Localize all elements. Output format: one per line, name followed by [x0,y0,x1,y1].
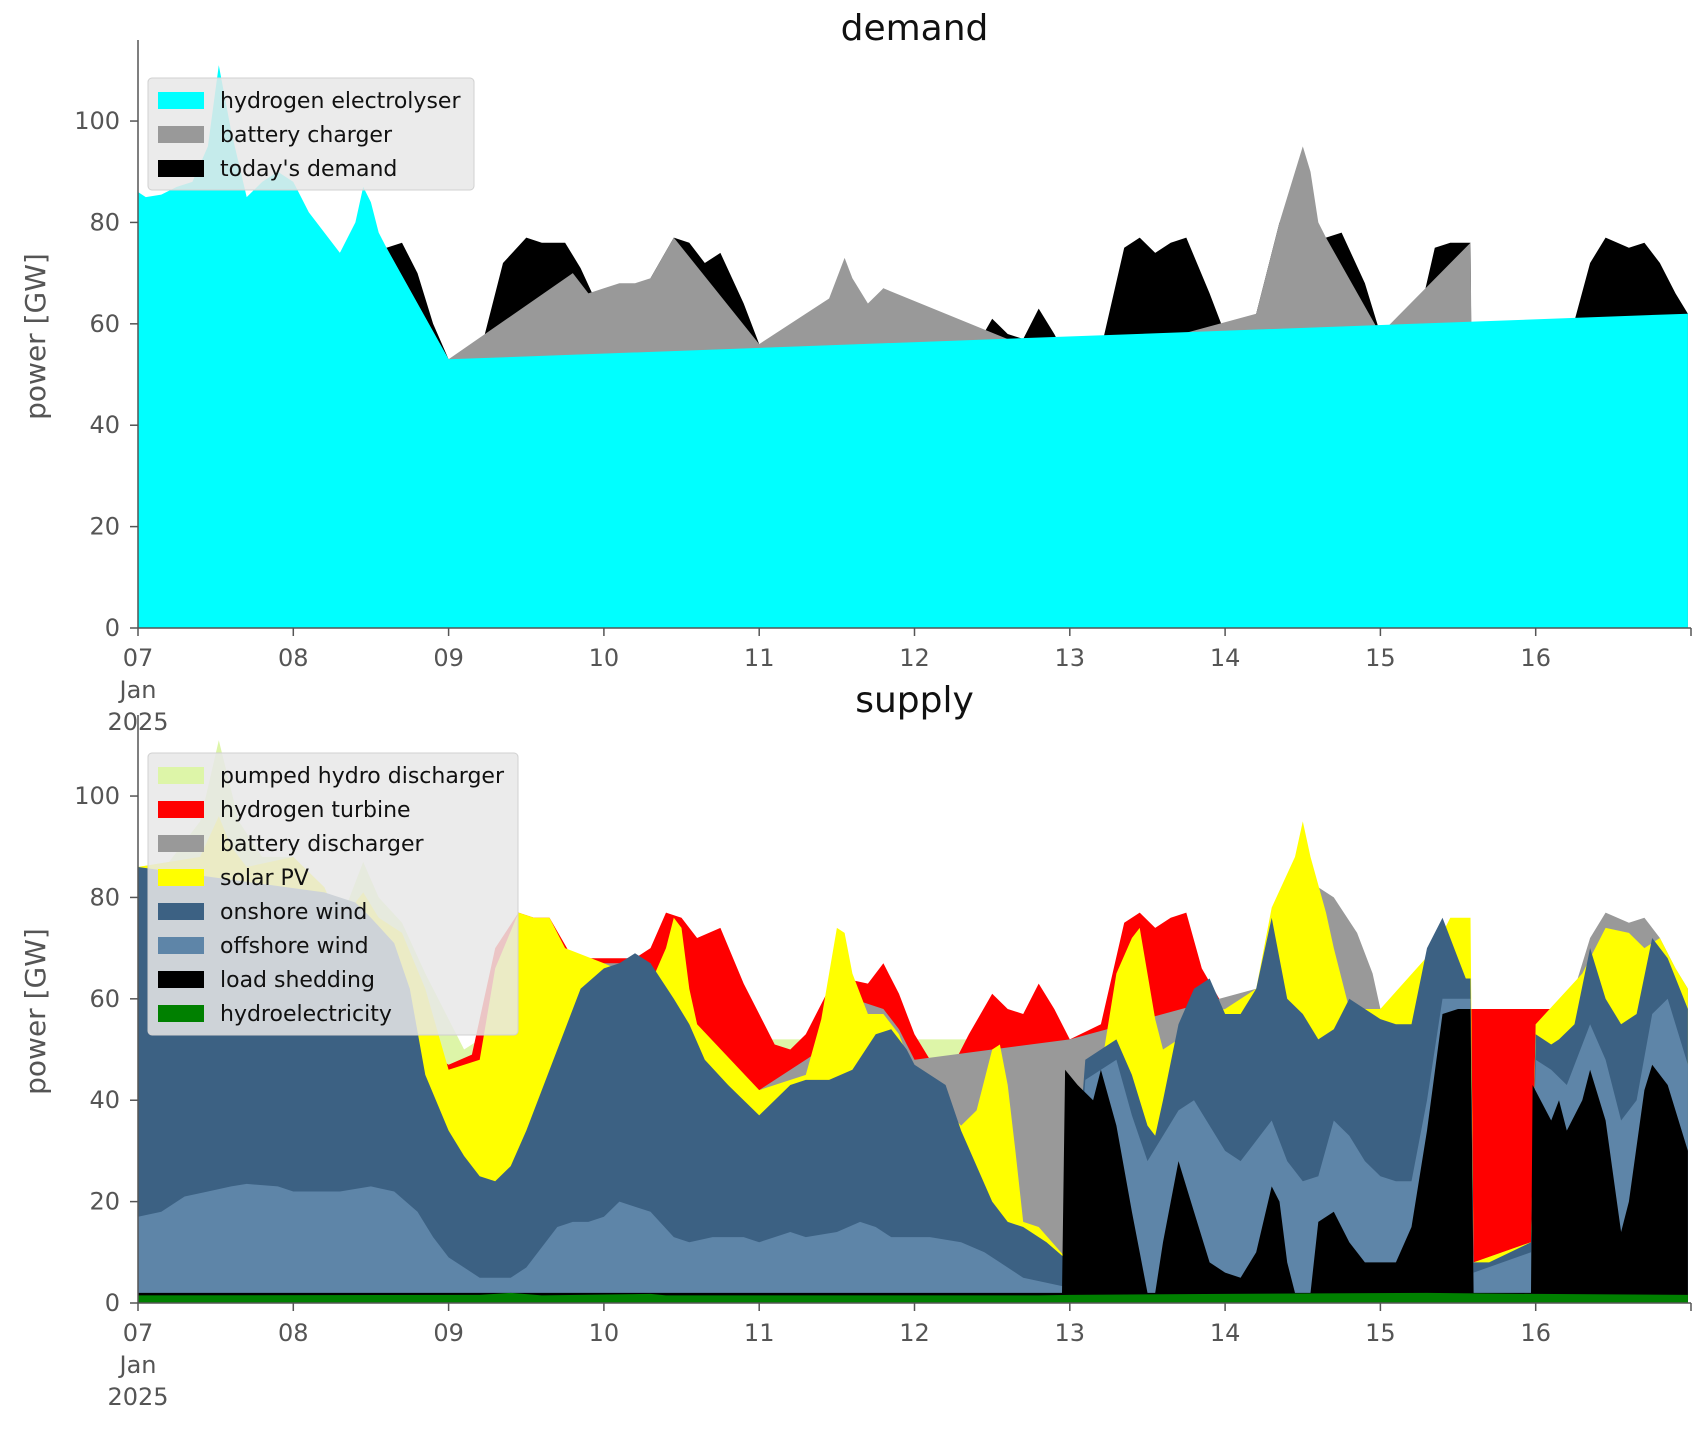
legend-label: onshore wind [220,900,367,925]
legend-label: hydrogen turbine [220,798,411,823]
legend-swatch [158,937,204,954]
x-tick-label: 09 [433,644,464,672]
y-tick-label: 0 [105,614,120,642]
legend-swatch [158,869,204,886]
y-tick-label: 80 [89,208,120,236]
legend-label: hydrogen electrolyser [220,89,461,114]
x-tick-label: 14 [1210,644,1241,672]
series-area-hydroelectricity [138,1292,1688,1303]
x-tick-label: 11 [744,1319,775,1347]
legend-label: load shedding [220,968,375,993]
y-tick-label: 20 [89,1188,120,1216]
legend-label: hydroelectricity [220,1002,392,1027]
legend: hydrogen electrolyser battery charger toda… [147,77,475,191]
legend-swatch [158,835,204,852]
x-tick-label: 15 [1365,644,1396,672]
legend-swatch [158,160,204,177]
series-area-load-shedding [138,1009,1688,1303]
x-tick-label: 09 [433,1319,464,1347]
legend-swatch [158,903,204,920]
legend-swatch [158,92,204,109]
x-tick-sublabel: 2025 [107,1383,168,1411]
legend-box [147,752,519,1036]
series-area-offshore-wind [138,998,1688,1303]
x-tick-label: 07 [123,1319,154,1347]
y-tick-label: 0 [105,1289,120,1317]
x-tick-label: 10 [589,1319,620,1347]
series-area-hydrogen-electrolyser [138,65,1688,629]
x-tick-label: 15 [1365,1319,1396,1347]
x-tick-label: 16 [1520,1319,1551,1347]
y-tick-label: 40 [89,1086,120,1114]
chart-title: supply [855,680,974,721]
chart-title: demand [841,8,989,49]
x-tick-label: 08 [278,1319,309,1347]
x-tick-label: 16 [1520,644,1551,672]
legend-label: offshore wind [220,934,369,959]
x-tick-label: 11 [744,644,775,672]
x-tick-label: 07 [123,644,154,672]
y-axis-label: power [GW] [19,253,52,420]
y-tick-label: 80 [89,883,120,911]
legend-label: today's demand [220,157,397,182]
legend-label: battery charger [220,123,393,148]
legend-swatch [158,767,204,784]
legend-swatch [158,1005,204,1022]
x-tick-label: 10 [589,644,620,672]
legend-swatch [158,126,204,143]
legend-box [147,77,475,191]
supply-panel: supply power [GW] 0 20 40 60 80 100 07 Jan 2025 08 0… [19,680,1692,1411]
x-tick-label: 08 [278,644,309,672]
x-tick-label: 13 [1055,1319,1086,1347]
x-tick-label: 13 [1055,644,1086,672]
x-tick-sublabel: Jan [118,1351,157,1379]
x-tick-label: 12 [899,644,930,672]
y-tick-label: 40 [89,411,120,439]
legend: pumped hydro discharger hydrogen turbine b… [147,752,519,1036]
x-tick-label: 12 [899,1319,930,1347]
x-tick-label: 14 [1210,1319,1241,1347]
legend-swatch [158,801,204,818]
y-tick-label: 20 [89,513,120,541]
legend-label: battery discharger [220,832,425,857]
y-tick-label: 60 [89,985,120,1013]
legend-swatch [158,971,204,988]
y-axis-label: power [GW] [19,928,52,1095]
legend-label: solar PV [220,866,309,891]
x-tick-sublabel: Jan [118,676,157,704]
y-tick-label: 60 [89,310,120,338]
y-tick-label: 100 [74,107,120,135]
legend-label: pumped hydro discharger [220,764,505,789]
y-tick-label: 100 [74,782,120,810]
